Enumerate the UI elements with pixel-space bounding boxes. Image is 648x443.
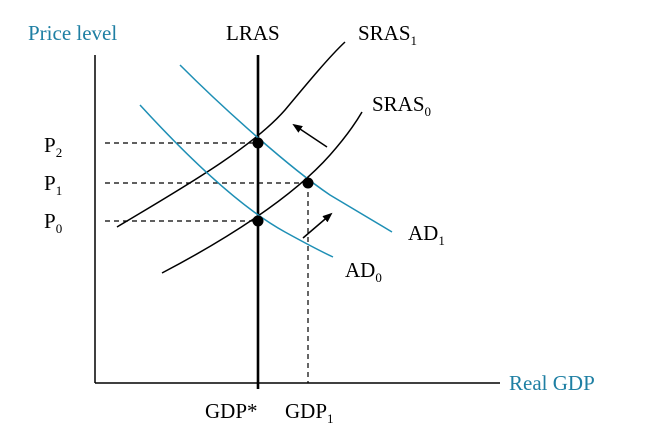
ad0-label-main: AD xyxy=(345,258,375,282)
price-label-p0: P0 xyxy=(44,209,62,236)
equilibrium-p2 xyxy=(252,137,264,149)
ad0-label: AD0 xyxy=(345,258,382,285)
ad0-curve xyxy=(139,104,334,258)
y-axis-title: Price level xyxy=(28,21,117,45)
sras0-label-main: SRAS xyxy=(372,92,425,116)
sras1-label-sub: 1 xyxy=(411,33,418,48)
sras-shift-arrow xyxy=(292,123,328,148)
price-label-p1-main: P xyxy=(44,171,56,195)
ad0-label-sub: 0 xyxy=(375,270,382,285)
x-axis-title: Real GDP xyxy=(509,371,595,395)
equilibrium-p1 xyxy=(302,177,314,189)
sras1-label: SRAS1 xyxy=(358,21,417,48)
price-label-p0-main: P xyxy=(44,209,56,233)
equilibrium-p0 xyxy=(252,215,264,227)
ad-shift-arrow xyxy=(302,212,333,239)
ad1-label: AD1 xyxy=(408,221,445,248)
price-label-p2: P2 xyxy=(44,133,62,160)
price-label-p2-sub: 2 xyxy=(56,145,63,160)
sras0-curve xyxy=(161,111,363,274)
sras0-label: SRAS0 xyxy=(372,92,431,119)
guide-lines xyxy=(105,142,309,383)
gdp1-label-sub: 1 xyxy=(327,411,334,426)
sras1-label-main: SRAS xyxy=(358,21,411,45)
ad1-label-sub: 1 xyxy=(438,233,445,248)
lras-label: LRAS xyxy=(226,21,280,45)
gdp-potential-label: GDP* xyxy=(205,399,258,423)
ad1-label-main: AD xyxy=(408,221,438,245)
price-label-p1: P1 xyxy=(44,171,62,198)
sras1-curve xyxy=(116,41,346,228)
price-label-p2-main: P xyxy=(44,133,56,157)
price-label-p0-sub: 0 xyxy=(56,221,63,236)
gdp1-label: GDP1 xyxy=(285,399,334,426)
ad1-curve xyxy=(179,64,393,233)
gdp1-label-main: GDP xyxy=(285,399,327,423)
price-label-p1-sub: 1 xyxy=(56,183,63,198)
sras0-label-sub: 0 xyxy=(425,104,432,119)
